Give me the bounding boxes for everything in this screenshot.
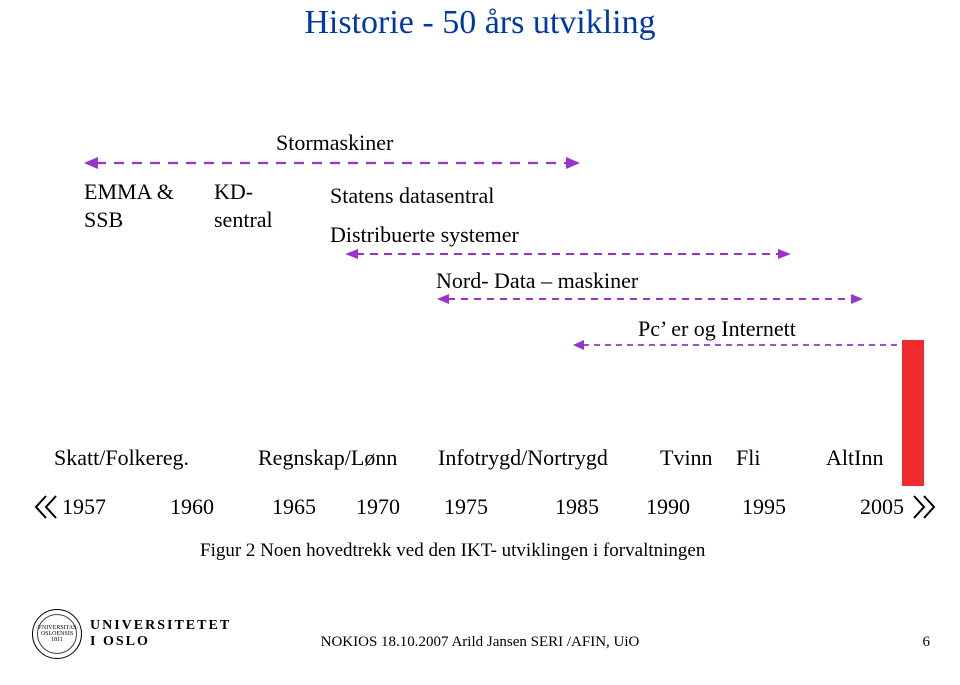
university-name-line1: UNIVERSITETET: [90, 618, 231, 634]
label-stormaskiner: Stormaskiner: [276, 130, 393, 156]
slide: Historie - 50 års utvikling Stormaskiner…: [0, 0, 960, 685]
university-seal-icon: ·VNIVERSITAS·OSLOENSIS1811: [32, 609, 82, 659]
timeline-chevrons-left: [32, 494, 62, 520]
red-bar: [902, 340, 924, 486]
label-distrib: Distribuerte systemer: [330, 222, 519, 248]
timeline-year: 1957: [62, 494, 106, 520]
timeline-year: 1975: [444, 494, 488, 520]
arrow-distrib: [344, 246, 792, 262]
label-kd: KD- sentral: [214, 178, 273, 233]
label-skatt: Skatt/Folkereg.: [54, 445, 189, 471]
timeline-year: 1995: [742, 494, 786, 520]
arrow-nord: [436, 292, 864, 306]
figure-caption: Figur 2 Noen hovedtrekk ved den IKT- utv…: [200, 540, 705, 562]
arrow-stormaskiner: [82, 154, 582, 172]
label-flid: Fli: [736, 445, 760, 471]
arrow-pc: [572, 338, 920, 352]
label-altinn: AltInn: [826, 445, 883, 471]
label-regnskap: Regnskap/Lønn: [258, 445, 397, 471]
label-emma-line2: SSB: [84, 206, 174, 234]
label-nord: Nord- Data – maskiner: [436, 268, 638, 294]
timeline-year: 1970: [356, 494, 400, 520]
timeline-year: 1990: [646, 494, 690, 520]
footer-text: NOKIOS 18.10.2007 Arild Jansen SERI /AFI…: [0, 634, 960, 651]
timeline-year: 2005: [860, 494, 904, 520]
page-number: 6: [923, 634, 931, 651]
timeline-year: 1965: [272, 494, 316, 520]
timeline-chevrons-right: [908, 494, 938, 520]
label-infotrygd: Infotrygd/Nortrygd: [438, 445, 608, 471]
timeline-year: 1960: [170, 494, 214, 520]
label-statens: Statens datasentral: [330, 183, 494, 209]
label-emma-ssb: EMMA & SSB: [84, 178, 174, 233]
label-tvinn: Tvinn: [660, 445, 713, 471]
slide-title: Historie - 50 års utvikling: [0, 4, 960, 42]
label-kd-line1: KD-: [214, 178, 273, 206]
label-kd-line2: sentral: [214, 206, 273, 234]
label-emma-line1: EMMA &: [84, 178, 174, 206]
timeline-year: 1985: [555, 494, 599, 520]
